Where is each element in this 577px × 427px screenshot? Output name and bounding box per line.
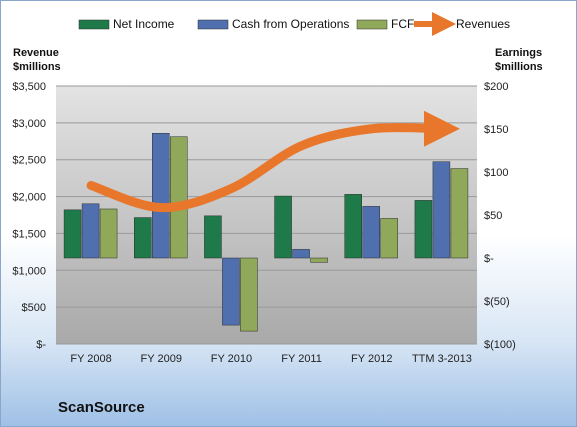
x-tick-label: FY 2011 [281,353,322,365]
bar-cash-from-operations [362,206,380,259]
bar-net-income [134,217,152,259]
legend-label-cash-from-operations: Cash from Operations [232,17,349,31]
legend-swatch-net-income [78,19,110,30]
company-name: ScanSource [58,399,145,416]
left-tick-label: $500 [22,302,46,314]
right-axis-title-line-1: Earnings [495,47,543,59]
legend-swatch-fcf [356,19,388,30]
left-tick-label: $2,500 [12,155,46,167]
legend-label-revenues: Revenues [456,17,510,31]
gridlines [56,85,477,345]
bar-net-income [204,215,222,259]
right-axis-title-line-2: $millions [495,61,543,73]
legend-swatch-cash-from-operations [197,19,229,30]
right-axis-ticks: $(100) $(50) $- $50 $100 $150 $200 [484,81,516,351]
bar-net-income [63,209,82,259]
legend-label-fcf: FCF [391,17,414,31]
legend: Net Income Cash from Operations FCF Revenue… [78,12,510,36]
right-tick-label: $50 [484,210,502,222]
left-tick-label: $- [36,339,46,351]
left-tick-label: $1,500 [12,228,46,240]
right-tick-label: $(50) [484,296,510,308]
bar-fcf [99,208,118,259]
right-tick-label: $150 [484,124,508,136]
bar-fcf [450,168,469,259]
left-tick-label: $3,000 [12,118,46,130]
left-axis-title-line-1: Revenue [13,47,59,59]
left-tick-label: $3,500 [12,81,46,93]
x-axis-ticks: FY 2008 FY 2009 FY 2010 FY 2011 FY 2012 TTM 3… [70,353,471,365]
bar-net-income [274,195,292,259]
bars [63,133,469,332]
left-axis-title: Revenue $millions [13,46,61,74]
left-tick-label: $2,000 [12,192,46,204]
bar-cash-from-operations [432,161,451,259]
bar-fcf [380,218,398,259]
x-tick-label: FY 2009 [141,353,182,365]
right-axis-title: Earnings $millions [495,46,543,74]
bar-cash-from-operations [81,203,100,259]
left-axis-title-line-2: $millions [13,61,61,73]
bar-fcf [240,257,258,332]
bar-fcf [170,136,188,259]
revenue-line [86,110,460,213]
x-tick-label: FY 2012 [351,353,392,365]
bar-cash-from-operations [152,133,170,259]
bar-fcf [310,257,328,263]
right-tick-label: $100 [484,167,508,179]
revenue-line-path [86,110,460,213]
bar-cash-from-operations [292,249,310,259]
right-tick-label: $200 [484,81,508,93]
legend-label-net-income: Net Income [113,17,175,31]
x-tick-label: FY 2010 [211,353,252,365]
left-tick-label: $1,000 [12,265,46,277]
right-tick-label: $- [484,253,494,265]
bar-net-income [344,194,362,259]
left-axis-ticks: $- $500 $1,000 $1,500 $2,000 $2,500 $3,000 $3,5… [12,81,46,351]
x-tick-label: TTM 3-2013 [412,353,472,365]
bar-net-income [414,200,433,259]
x-tick-label: FY 2008 [70,353,111,365]
right-tick-label: $(100) [484,339,516,351]
bar-cash-from-operations [222,257,240,326]
